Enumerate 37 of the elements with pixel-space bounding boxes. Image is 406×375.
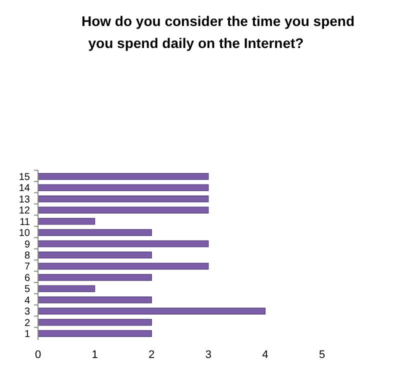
x-tick-label: 1: [92, 349, 98, 361]
y-tick-label: 2: [24, 318, 30, 329]
y-tick-label: 6: [24, 272, 30, 284]
bar: [38, 308, 266, 314]
bar: [38, 274, 152, 281]
bar: [38, 252, 152, 258]
bar: [38, 196, 209, 202]
x-tick-label: 2: [148, 349, 155, 361]
bar: [38, 229, 152, 236]
y-tick-label: 3: [24, 306, 30, 318]
y-tick-label: 7: [24, 262, 30, 273]
bar: [38, 296, 152, 304]
y-tick-label: 1: [24, 329, 30, 340]
y-tick-label: 4: [24, 295, 30, 306]
x-tick-label: 3: [205, 349, 212, 361]
y-tick-label: 9: [24, 239, 30, 250]
y-tick-label: 11: [20, 216, 30, 228]
y-tick-label: 14: [18, 183, 30, 194]
y-tick-label: 12: [18, 206, 30, 217]
y-tick-label: 15: [18, 172, 30, 183]
bar: [38, 262, 209, 270]
y-tick-label: 8: [24, 250, 30, 262]
chart-title: How do you consider the time you spend you spend daily on the Internet?: [81, 13, 355, 51]
bar: [38, 285, 96, 292]
y-tick-label: 10: [18, 228, 30, 240]
x-tick-label: 4: [262, 349, 268, 361]
bar: [38, 330, 152, 337]
bar: [38, 318, 152, 326]
x-tick-label: 0: [34, 349, 42, 361]
bar: [38, 206, 209, 214]
y-tick-label: 5: [24, 284, 30, 296]
y-tick-label: 13: [18, 194, 30, 206]
x-tick-label: 5: [318, 349, 326, 361]
bar: [38, 240, 209, 248]
bar: [38, 173, 209, 180]
bar: [38, 218, 96, 225]
bar: [38, 184, 209, 192]
